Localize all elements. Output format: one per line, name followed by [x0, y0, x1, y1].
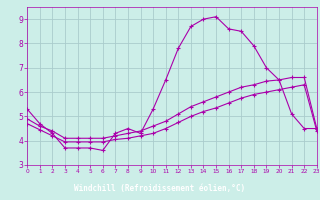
Text: Windchill (Refroidissement éolien,°C): Windchill (Refroidissement éolien,°C) — [75, 184, 245, 193]
